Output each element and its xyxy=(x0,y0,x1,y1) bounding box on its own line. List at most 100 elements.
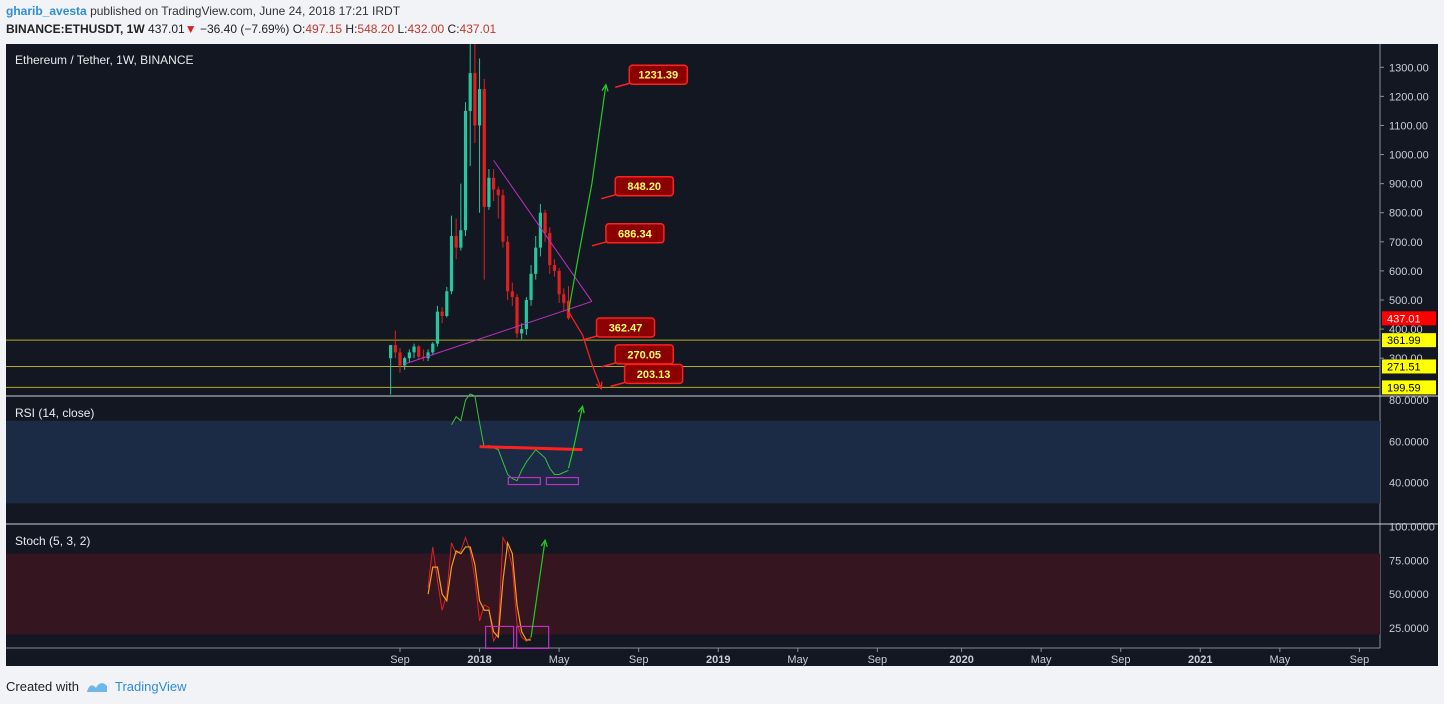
stoch-band xyxy=(6,553,1380,635)
author-link[interactable]: gharib_avesta xyxy=(6,4,87,18)
time-tick-label: May xyxy=(549,654,570,666)
price-tick-label: 400.00 xyxy=(1389,324,1423,336)
candle-body xyxy=(454,236,458,248)
candle-body xyxy=(459,230,463,248)
symbol-label: BINANCE:ETHUSDT, 1W xyxy=(6,22,145,36)
projection-arrowhead xyxy=(577,404,585,414)
stoch-projection-path xyxy=(530,540,546,638)
target-callout-box xyxy=(595,317,656,338)
projection-arrowhead xyxy=(595,381,603,391)
tradingview-brand-link[interactable]: TradingView xyxy=(114,679,187,694)
rsi-tick-label: 60.0000 xyxy=(1389,436,1429,448)
candle-body xyxy=(431,343,435,353)
publish-line: gharib_avesta published on TradingView.c… xyxy=(6,4,400,18)
rsi-bottom-box xyxy=(545,476,580,486)
target-callout-box xyxy=(614,175,674,197)
rsi-tick-label: 80.0000 xyxy=(1389,395,1429,407)
level-price-badge xyxy=(1382,333,1436,348)
bullish-projection-path xyxy=(567,84,607,312)
time-tick-label: May xyxy=(1031,654,1052,666)
projection-arrowhead xyxy=(540,538,548,548)
footer: Created with TradingView xyxy=(6,679,187,694)
candle-body xyxy=(389,345,393,359)
rsi-line xyxy=(451,393,569,482)
candle-body xyxy=(412,346,416,353)
candle-body xyxy=(557,270,561,295)
target-callout-label: 686.34 xyxy=(618,228,653,240)
time-tick-label: Sep xyxy=(868,654,888,666)
low-label: L: xyxy=(397,22,408,36)
last-price-badge xyxy=(1382,311,1436,326)
candle-body xyxy=(477,89,482,126)
candle-body xyxy=(435,311,440,344)
level-price-label: 361.99 xyxy=(1387,335,1421,347)
rsi-bottom-box xyxy=(507,476,541,486)
level-price-badge xyxy=(1382,359,1436,374)
close-label: C: xyxy=(447,22,460,36)
candle-body xyxy=(520,329,524,334)
rsi-title: RSI (14, close) xyxy=(15,406,94,420)
time-tick-label: 2020 xyxy=(949,654,973,666)
stoch-tick-label: 100.0000 xyxy=(1389,522,1435,534)
created-with-text: Created with xyxy=(6,679,79,694)
down-arrow-icon: ▼ xyxy=(184,22,197,36)
last-price: 437.01 xyxy=(148,22,185,36)
time-tick-label: Sep xyxy=(629,654,649,666)
stoch-title: Stoch (5, 3, 2) xyxy=(15,534,90,548)
high-label: H: xyxy=(345,22,358,36)
candle-body xyxy=(403,358,407,366)
published-text: published on TradingView.com, June 24, 2… xyxy=(90,4,401,18)
candle-body xyxy=(468,73,472,111)
target-callout-label: 203.13 xyxy=(637,369,671,381)
candle-body xyxy=(463,110,468,231)
candle-body xyxy=(538,212,542,248)
open-value: 497.15 xyxy=(305,22,343,36)
price-tick-label: 800.00 xyxy=(1389,208,1423,220)
chart-title: Ethereum / Tether, 1W, BINANCE xyxy=(15,53,194,67)
target-callout-label: 1231.39 xyxy=(638,70,678,82)
candle-body xyxy=(496,189,500,196)
rsi-projection-path xyxy=(567,406,584,469)
chart-canvas[interactable]: 1300.00 1200.00 1100.00 1000.00 900.00 800.00… xyxy=(6,44,1438,669)
stoch-d-line xyxy=(427,540,532,641)
high-value: 548.20 xyxy=(357,22,395,36)
price-tick-label: 1200.00 xyxy=(1389,91,1429,103)
bearish-projection-path xyxy=(567,311,602,389)
candle-body xyxy=(398,352,402,366)
time-tick-label: Sep xyxy=(1350,654,1370,666)
projection-arrowhead xyxy=(601,83,609,92)
level-price-label: 271.51 xyxy=(1387,361,1421,373)
low-value: 432.00 xyxy=(407,22,445,36)
target-callout-box xyxy=(628,64,689,85)
price-change: −36.40 (−7.69%) xyxy=(199,22,290,36)
price-tick-label: 1100.00 xyxy=(1389,120,1428,132)
candle-body xyxy=(482,89,486,207)
candle-body xyxy=(501,195,505,242)
candle-body xyxy=(449,236,454,292)
candle-body xyxy=(487,177,491,207)
target-callout-label: 362.47 xyxy=(609,323,643,335)
candle-body xyxy=(529,273,533,300)
triangle-trendline xyxy=(404,300,593,365)
open-label: O: xyxy=(292,22,306,36)
level-price-label: 199.59 xyxy=(1387,382,1421,394)
candle-body xyxy=(552,265,557,271)
candle-body xyxy=(548,233,552,266)
price-tick-label: 900.00 xyxy=(1389,179,1423,191)
candle-body xyxy=(445,291,449,316)
time-tick-label: 2021 xyxy=(1188,654,1212,666)
price-tick-label: 1300.00 xyxy=(1389,62,1429,74)
target-callout-label: 848.20 xyxy=(627,181,661,193)
stoch-tick-label: 25.0000 xyxy=(1389,623,1429,635)
candle-body xyxy=(524,300,528,330)
close-value: 437.01 xyxy=(459,22,497,36)
triangle-trendline xyxy=(493,160,593,302)
time-tick-label: Sep xyxy=(390,654,410,666)
candle-body xyxy=(407,352,411,359)
candle-body xyxy=(473,73,477,126)
time-tick-label: May xyxy=(1269,654,1290,666)
price-tick-label: 600.00 xyxy=(1389,266,1423,278)
stoch-bottom-box xyxy=(485,625,515,650)
price-tick-label: 700.00 xyxy=(1389,237,1423,249)
symbol-info-line: BINANCE:ETHUSDT, 1W 437.01▼ −36.40 (−7.6… xyxy=(6,22,496,36)
